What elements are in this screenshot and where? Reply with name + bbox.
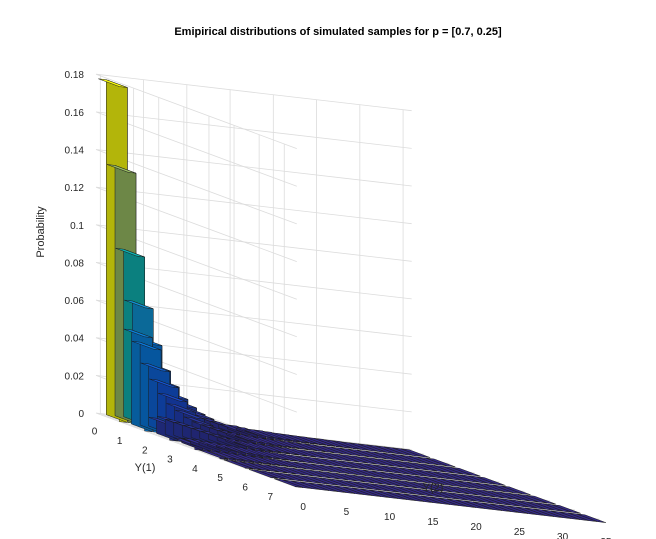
bar: [501, 485, 531, 495]
bar-top-face: [124, 299, 154, 310]
y2-tick-label: 5: [344, 507, 350, 518]
axis-layer: 0 0.02 0.04 0.06 0.08 0.1 0.12 0.14 0.16 0.18 0 1 2 3…: [65, 70, 612, 539]
bar-top-face: [476, 476, 506, 486]
bar-top-face: [166, 403, 196, 413]
y1-tick-label: 6: [242, 482, 248, 493]
z-tick-label: 0.18: [65, 70, 85, 81]
bar-top-face: [131, 341, 162, 351]
y2-tick-label: 35: [600, 537, 612, 539]
bar-top-face: [400, 448, 431, 458]
y2-tick-label: 25: [514, 527, 526, 538]
y1-tick-label: 3: [167, 455, 173, 466]
y2-tick-label: 0: [300, 502, 306, 513]
y2-axis-label: Y(2): [423, 482, 444, 494]
bar-top-face: [149, 378, 179, 389]
y1-tick-label: 2: [142, 445, 148, 456]
z-tick-label: 0.16: [65, 108, 85, 119]
z-tick-label: 0.02: [65, 371, 85, 382]
y2-tick-label: 20: [471, 522, 483, 533]
y2-tick-label: 15: [427, 517, 439, 528]
bar-top-face: [157, 392, 188, 403]
y1-tick-label: 5: [217, 473, 223, 484]
y2-tick-label: 30: [557, 532, 569, 539]
bar-top-face: [425, 457, 456, 468]
y1-axis-label: Y(1): [135, 462, 156, 474]
bar-top-face: [115, 248, 145, 258]
bar: [245, 428, 275, 440]
z-tick-label: 0.12: [65, 183, 85, 194]
bar-layer: [98, 78, 607, 523]
bar: [425, 457, 456, 468]
y1-tick-label: 1: [117, 436, 123, 447]
chart-title: Emipirical distributions of simulated sa…: [174, 26, 502, 38]
z-tick-label: 0.04: [65, 334, 85, 345]
z-tick-label: 0.1: [70, 221, 84, 232]
z-tick-label: 0.08: [65, 258, 85, 269]
y1-tick-label: 7: [268, 492, 274, 503]
bar-top-face: [576, 513, 607, 523]
bar-top-face: [198, 449, 229, 459]
bar: [576, 513, 607, 523]
bar: [476, 476, 506, 486]
bar-top-face: [106, 164, 137, 174]
bar: [400, 448, 431, 458]
y1-tick-label: 4: [192, 464, 198, 475]
bar: [451, 467, 481, 477]
y2-tick-label: 10: [384, 512, 396, 523]
bar-top-face: [123, 328, 153, 338]
bar-top-face: [140, 362, 171, 372]
bar-top-face: [551, 504, 581, 514]
bar: [198, 449, 229, 460]
bar-top-face: [98, 78, 128, 88]
z-axis-label: Probability: [35, 206, 47, 258]
bar-top-face: [501, 485, 531, 495]
bar-top-face: [175, 410, 205, 420]
bar: [551, 504, 581, 514]
bar-top-face: [451, 467, 481, 477]
z-tick-label: 0: [78, 409, 84, 420]
z-tick-label: 0.14: [65, 146, 85, 157]
bar: [526, 495, 556, 505]
bar-top-face: [526, 495, 556, 505]
y1-tick-label: 0: [92, 427, 98, 438]
z-tick-label: 0.06: [65, 296, 85, 307]
